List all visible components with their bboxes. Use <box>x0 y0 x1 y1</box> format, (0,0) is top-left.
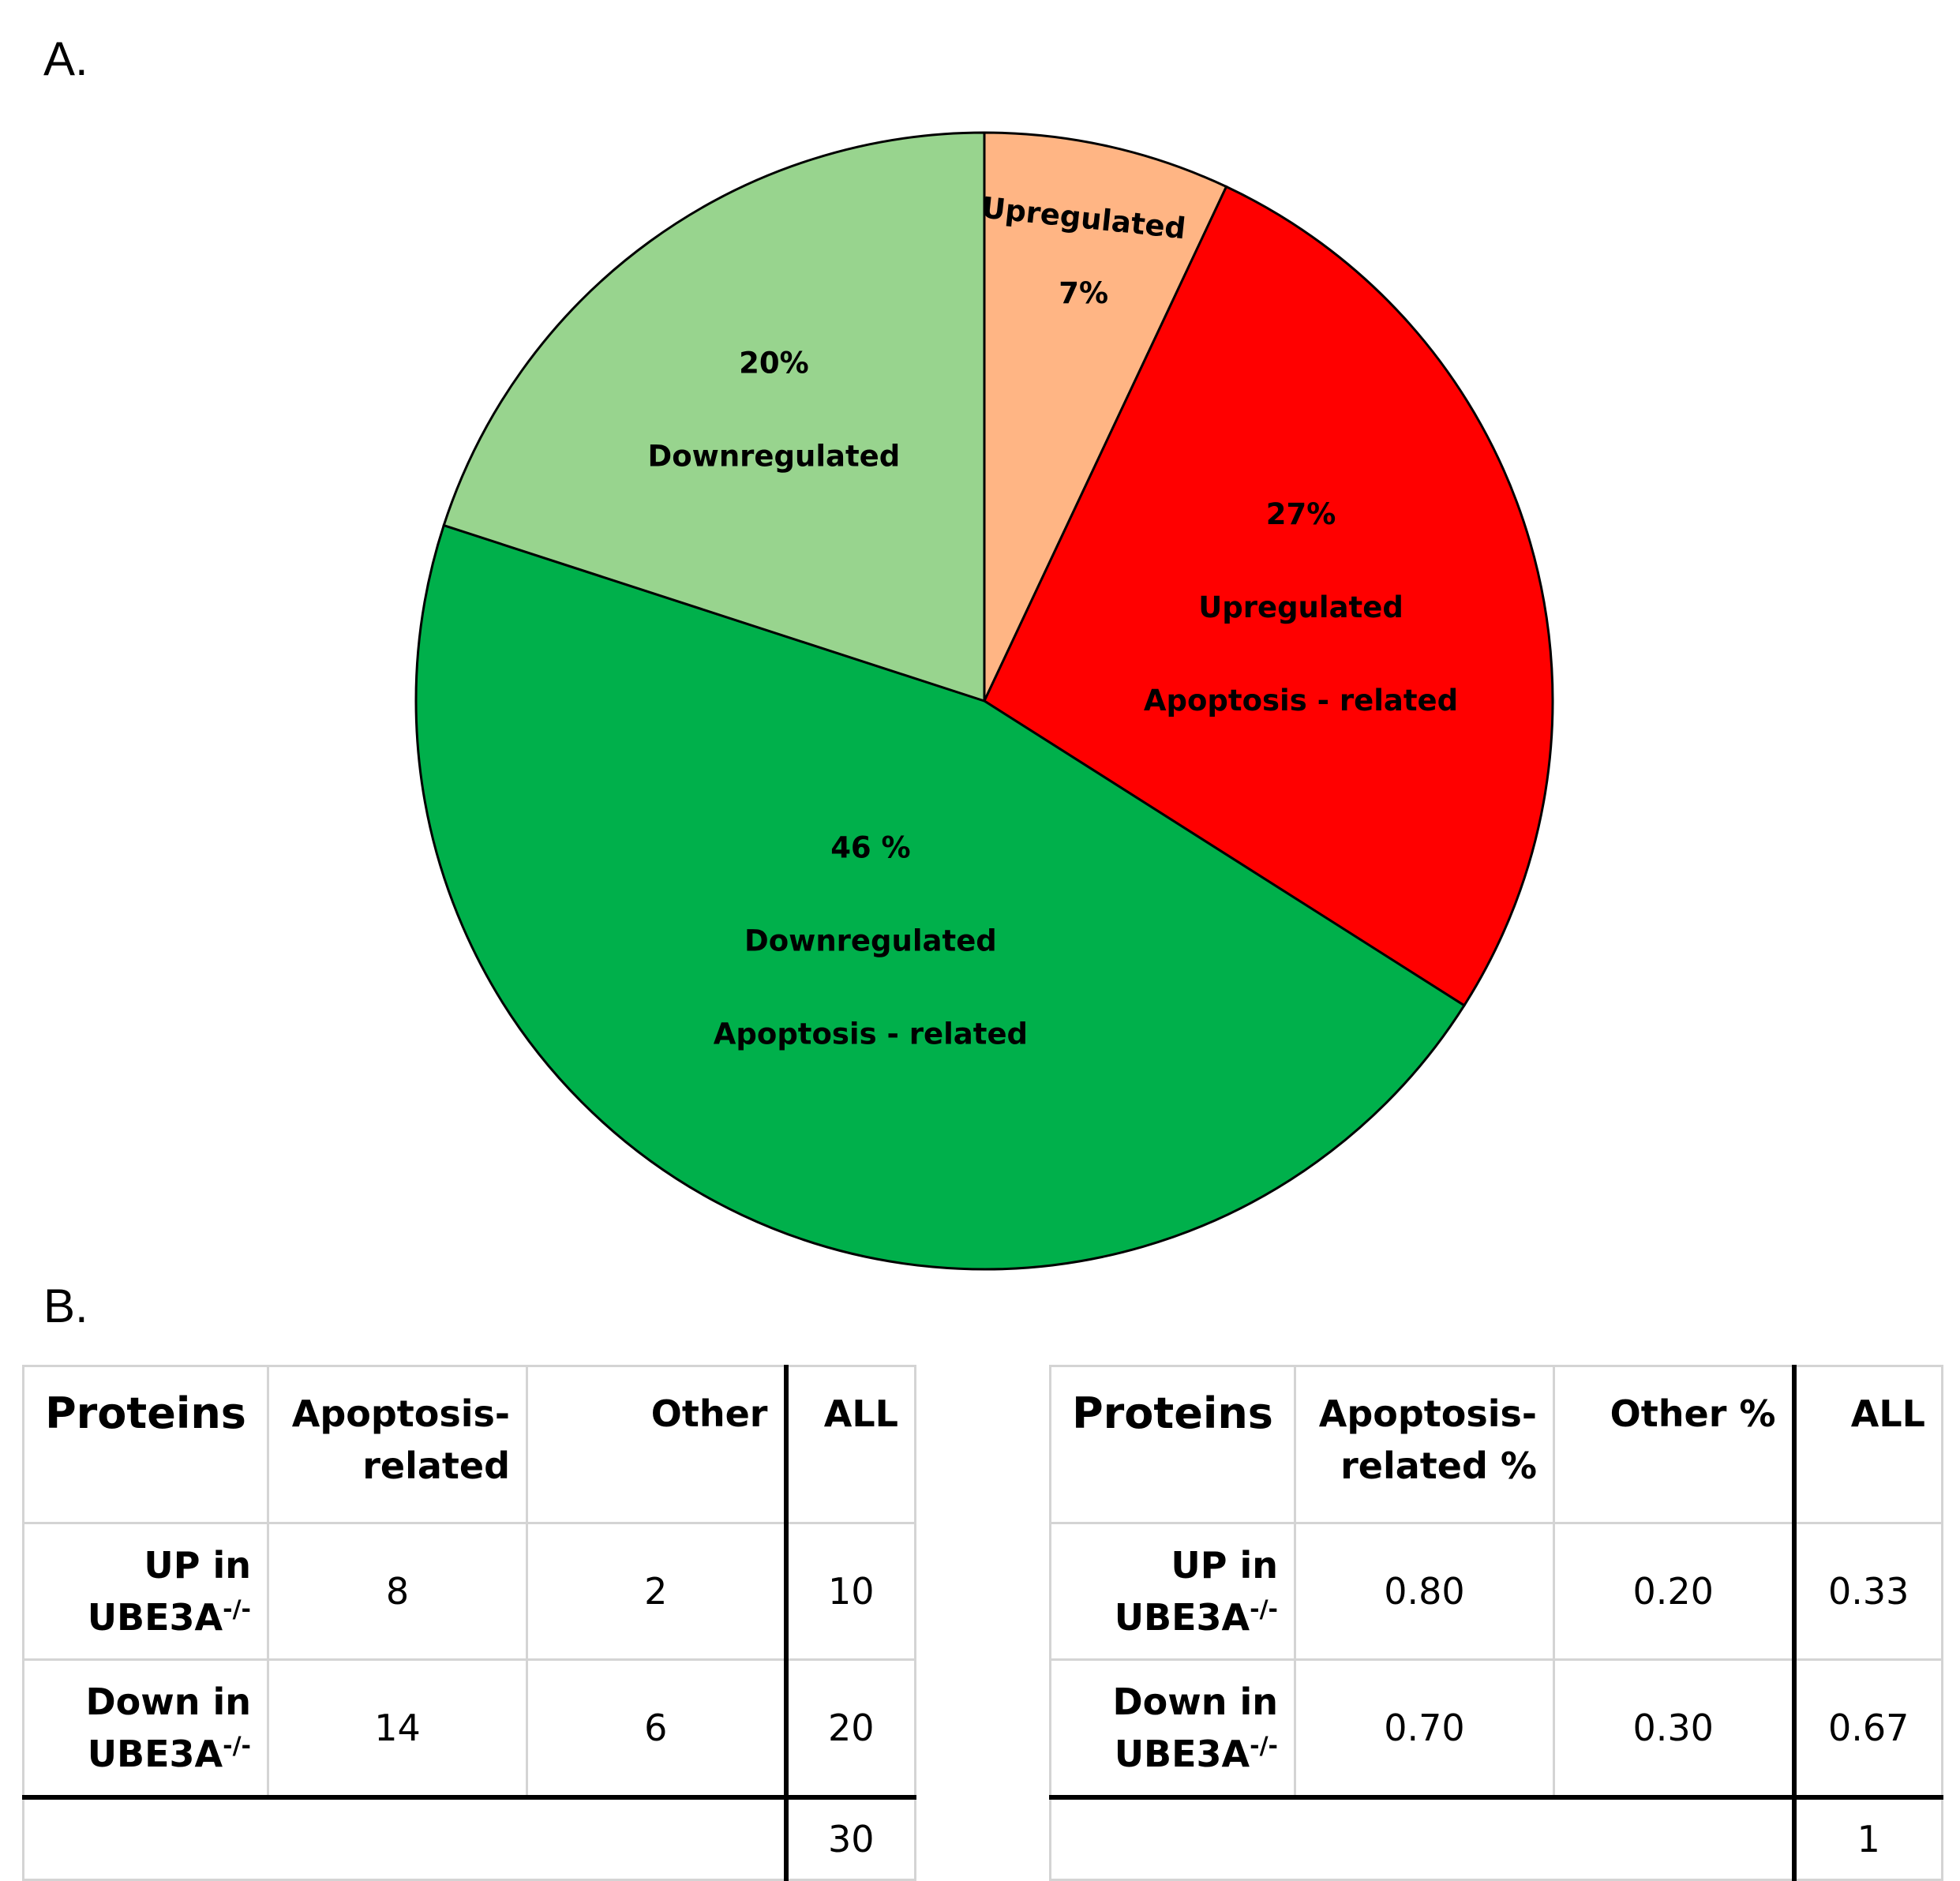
slice-category-label: Upregulated <box>1198 590 1403 624</box>
table-cell: 10 <box>783 1522 916 1661</box>
slice-percent-label: 20% <box>739 347 809 380</box>
slice-percent-label: 46 % <box>830 831 910 865</box>
table-row: UP in UBE3A-/- 0.80 0.20 0.33 <box>1049 1522 1943 1661</box>
table-row: Down in UBE3A-/- 0.70 0.30 0.67 <box>1049 1658 1943 1799</box>
slice-percent-label: 27% <box>1266 497 1336 531</box>
table-total-spacer <box>22 1795 787 1881</box>
pie-slice <box>983 185 1554 1007</box>
table-header-row: Proteins Apoptosis-related % Other % ALL <box>1049 1365 1943 1524</box>
table-cell: 0.30 <box>1553 1658 1795 1799</box>
slice-category-label: Downregulated <box>744 924 997 958</box>
table-cell: 0.20 <box>1553 1522 1795 1661</box>
slice-category-label: Downregulated <box>648 440 901 474</box>
row-label-up: UP in UBE3A-/- <box>1049 1522 1296 1661</box>
table-header-row: Proteins Apoptosis-related Other ALL <box>22 1365 916 1524</box>
table-cell: 0.33 <box>1791 1522 1943 1661</box>
table-total: 30 <box>783 1795 916 1881</box>
table-cell: 0.80 <box>1294 1522 1555 1661</box>
panel-b-label: B. <box>43 1280 88 1332</box>
slice-category-label: Apoptosis - related <box>1144 684 1458 718</box>
row-label-down: Down in UBE3A-/- <box>22 1658 269 1799</box>
counts-table: Proteins Apoptosis-related Other ALL UP … <box>22 1365 916 1881</box>
table-cell: 2 <box>526 1522 787 1661</box>
header-other-pct: Other % <box>1553 1365 1795 1524</box>
pie-slice <box>442 131 986 703</box>
table-total-row: 30 <box>22 1795 916 1881</box>
pie-slice <box>983 131 1228 702</box>
header-apoptosis-related-pct: Apoptosis-related % <box>1294 1365 1555 1524</box>
table-cell: 14 <box>267 1658 528 1799</box>
slice-percent-label: 7% <box>1059 276 1108 310</box>
fractions-table: Proteins Apoptosis-related % Other % ALL… <box>1049 1365 1943 1881</box>
table-cell: 6 <box>526 1658 787 1799</box>
table-row: Down in UBE3A-/- 14 6 20 <box>22 1658 916 1799</box>
slice-category-label: Apoptosis - related <box>714 1017 1028 1051</box>
table-cell: 8 <box>267 1522 528 1661</box>
header-proteins: Proteins <box>22 1365 269 1524</box>
table-total-spacer <box>1049 1795 1795 1881</box>
header-proteins: Proteins <box>1049 1365 1296 1524</box>
panel-a-label: A. <box>43 32 88 85</box>
table-cell: 20 <box>783 1658 916 1799</box>
header-all: ALL <box>783 1365 916 1524</box>
table-total-row: 1 <box>1049 1795 1943 1881</box>
header-apoptosis-related: Apoptosis-related <box>267 1365 528 1524</box>
pie-slice <box>414 523 1466 1271</box>
header-all: ALL <box>1791 1365 1943 1524</box>
header-other: Other <box>526 1365 787 1524</box>
table-total: 1 <box>1791 1795 1943 1881</box>
row-label-up: UP in UBE3A-/- <box>22 1522 269 1661</box>
table-cell: 0.67 <box>1791 1658 1943 1799</box>
row-label-down: Down in UBE3A-/- <box>1049 1658 1296 1799</box>
table-row: UP in UBE3A-/- 8 2 10 <box>22 1522 916 1661</box>
table-cell: 0.70 <box>1294 1658 1555 1799</box>
